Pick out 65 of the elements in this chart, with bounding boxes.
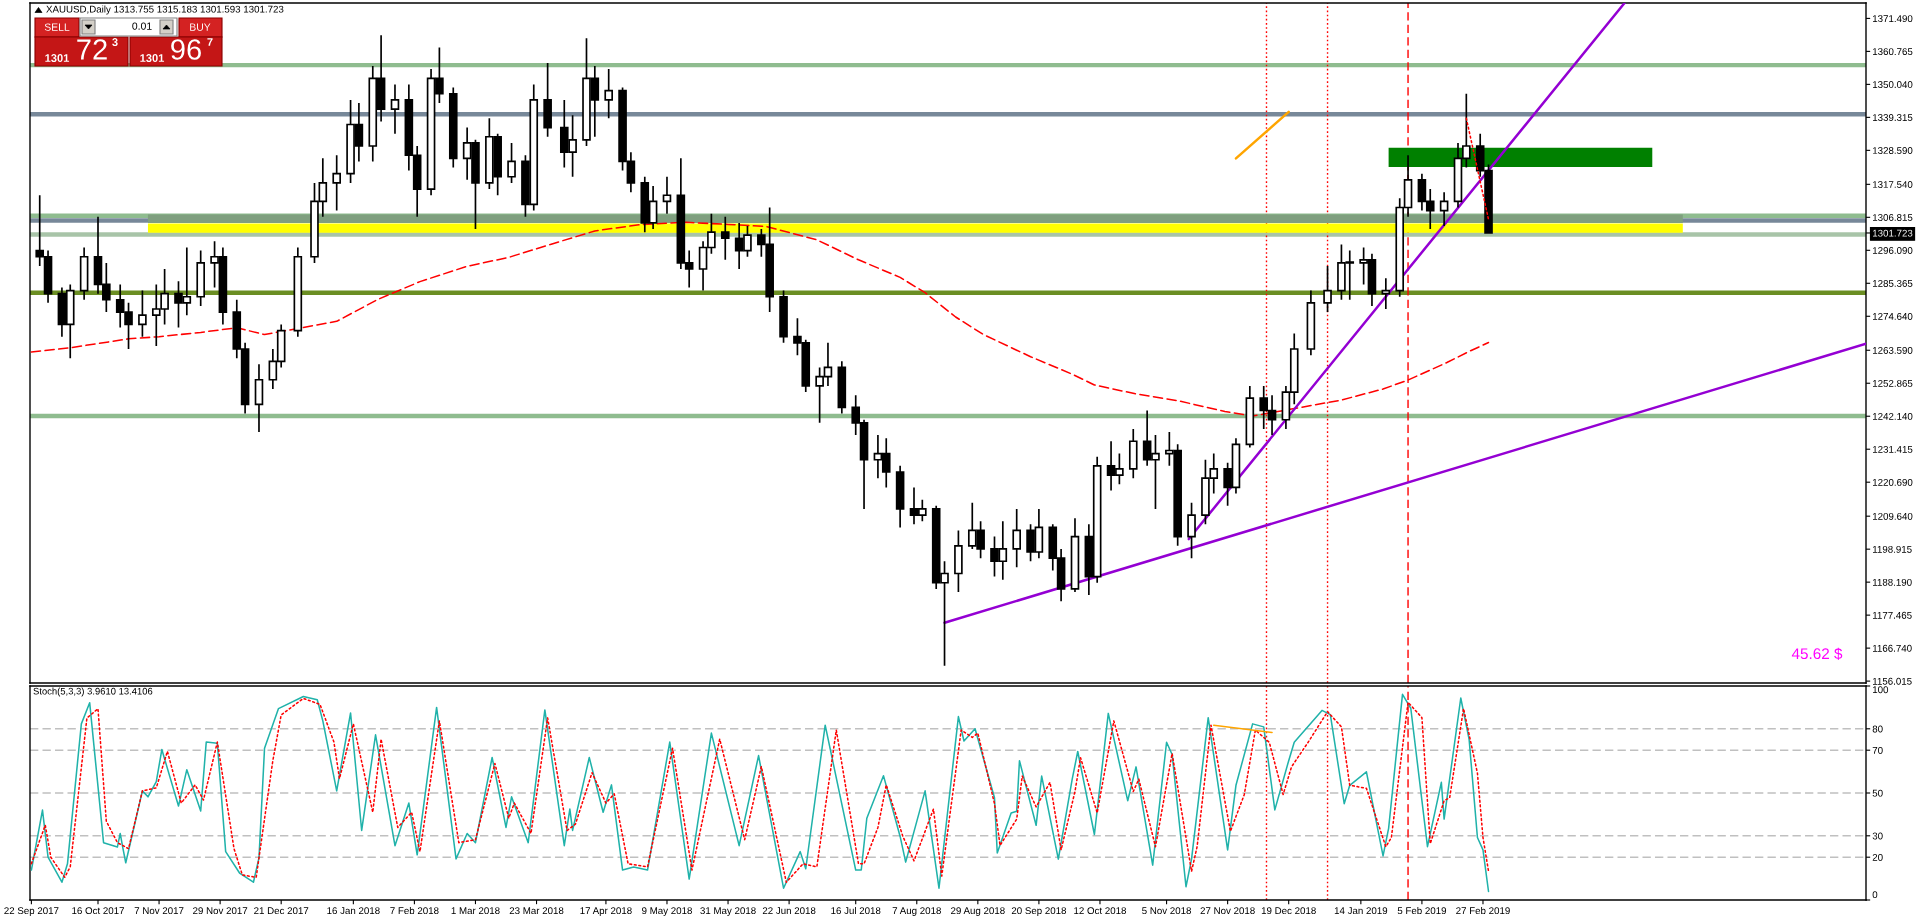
x-tick-label: 21 Dec 2017 xyxy=(254,907,309,915)
chart-title: Stoch(5,3,3) 3.9610 13.4106 xyxy=(33,687,153,697)
y-tick-label: 1231.415 xyxy=(1872,445,1913,453)
y-tick-label: 1360.765 xyxy=(1872,48,1913,56)
annotation: 3 xyxy=(112,38,118,46)
y-tick-label: 1166.740 xyxy=(1872,644,1912,652)
y-tick-label: 1252.865 xyxy=(1872,379,1913,387)
x-tick-label: 19 Dec 2018 xyxy=(1261,907,1316,915)
y-tick-label: 1274.640 xyxy=(1872,313,1913,320)
y-tick-label: 1328.590 xyxy=(1872,147,1913,154)
x-tick-label: 20 Sep 2018 xyxy=(1011,907,1067,917)
x-tick-label: 16 Oct 2017 xyxy=(72,907,124,915)
annotation: BUY xyxy=(190,23,211,31)
y-tick-label: 1188.190 xyxy=(1872,578,1912,586)
x-tick-label: 16 Jul 2018 xyxy=(831,906,881,915)
annotation: 96 xyxy=(171,39,201,60)
x-tick-label: 16 Jan 2018 xyxy=(327,907,380,915)
x-tick-label: 29 Nov 2017 xyxy=(193,907,248,915)
annotation: 7 xyxy=(207,38,213,46)
x-tick-label: 27 Feb 2019 xyxy=(1456,906,1510,915)
x-tick-label: 5 Nov 2018 xyxy=(1142,907,1192,915)
y-tick-label: 1263.590 xyxy=(1872,346,1913,354)
y-tick-label: 1317.540 xyxy=(1872,181,1913,188)
annotation: 1301 xyxy=(140,54,165,62)
y-tick-label: 30 xyxy=(1872,832,1883,840)
x-tick-label: 7 Aug 2018 xyxy=(892,907,941,917)
y-tick-label: 1242.140 xyxy=(1872,412,1913,420)
y-tick-label: 1306.815 xyxy=(1872,214,1913,221)
x-tick-label: 22 Sep 2017 xyxy=(4,907,59,917)
annotation: SELL xyxy=(44,23,70,31)
x-tick-label: 22 Jun 2018 xyxy=(762,907,816,915)
x-tick-label: 17 Apr 2018 xyxy=(580,907,632,917)
y-tick-label: 1209.640 xyxy=(1872,512,1913,520)
y-tick-label: 1350.040 xyxy=(1872,81,1913,88)
y-tick-label: 1220.690 xyxy=(1872,478,1913,486)
annotation: 45.62 $ xyxy=(1791,647,1843,661)
x-tick-label: 27 Nov 2018 xyxy=(1200,907,1255,915)
chart-title: XAUUSD,Daily 1313.755 1315.183 1301.593 1301.723 xyxy=(46,5,284,15)
annotation: 0.01 xyxy=(132,22,152,30)
y-tick-label: 70 xyxy=(1872,746,1883,754)
x-tick-label: 12 Oct 2018 xyxy=(1074,907,1127,915)
x-tick-label: 1 Mar 2018 xyxy=(451,907,500,915)
y-tick-label: 100 xyxy=(1872,686,1889,694)
x-tick-label: 14 Jan 2019 xyxy=(1334,907,1388,915)
y-tick-label: 1339.315 xyxy=(1872,114,1913,121)
annotation: 72 xyxy=(77,39,107,60)
y-tick-label: 1177.465 xyxy=(1872,611,1912,619)
x-tick-label: 31 May 2018 xyxy=(700,907,756,917)
y-tick-label: 1156.015 xyxy=(1872,677,1912,685)
y-tick-label: 50 xyxy=(1872,789,1883,797)
x-tick-label: 23 Mar 2018 xyxy=(509,907,564,915)
y-tick-label: 1371.490 xyxy=(1872,15,1913,23)
y-tick-label: 20 xyxy=(1872,853,1883,861)
x-tick-label: 7 Feb 2018 xyxy=(390,906,439,915)
x-tick-label: 5 Feb 2019 xyxy=(1397,906,1447,915)
x-tick-label: 7 Nov 2017 xyxy=(134,907,184,915)
annotation: 1301 xyxy=(45,54,70,62)
x-tick-label: 9 May 2018 xyxy=(642,907,692,917)
y-tick-label: 1198.915 xyxy=(1872,545,1912,553)
x-tick-label: 29 Aug 2018 xyxy=(951,907,1005,917)
y-tick-label: 1285.365 xyxy=(1872,280,1913,287)
y-tick-label: 80 xyxy=(1872,725,1883,733)
y-tick-label: 1296.090 xyxy=(1872,247,1913,254)
y-tick-label: 0 xyxy=(1872,891,1878,899)
y-tick-label: 1301.723 xyxy=(1872,229,1913,237)
